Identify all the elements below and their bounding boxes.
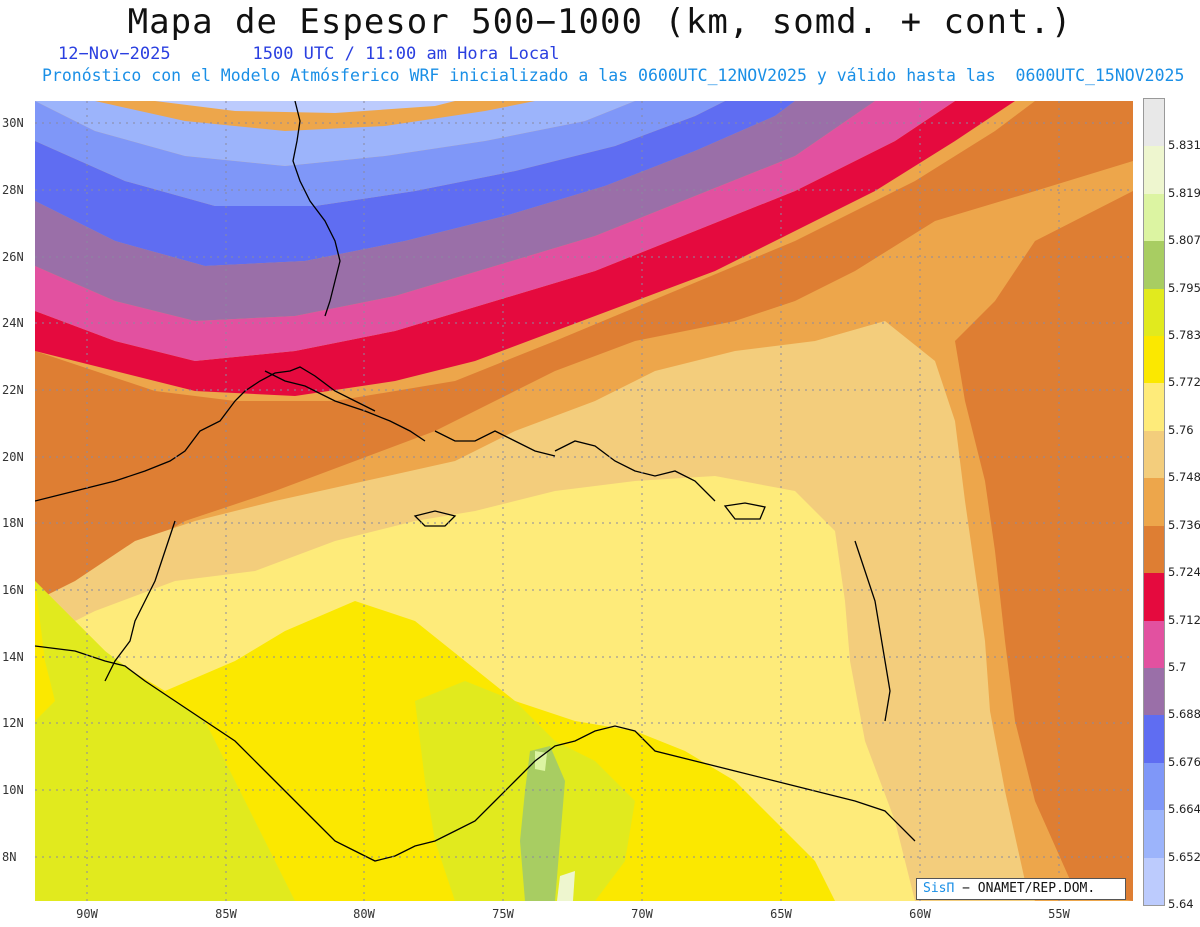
colorbar-segment bbox=[1144, 810, 1164, 859]
band-5724-east bbox=[955, 101, 1133, 901]
lat-axis: 30N 28N 26N 24N 22N 20N 18N 16N 14N 12N … bbox=[2, 116, 24, 864]
colorbar-label: 5.712 bbox=[1168, 612, 1200, 627]
lat-label: 8N bbox=[2, 850, 16, 864]
lat-label: 16N bbox=[2, 583, 24, 597]
lat-label: 12N bbox=[2, 716, 24, 730]
band-5640 bbox=[35, 101, 635, 166]
band-5664 bbox=[35, 101, 795, 266]
lon-label: 70W bbox=[631, 907, 653, 921]
band-5724-north bbox=[35, 101, 1133, 601]
lat-label: 30N bbox=[2, 116, 24, 130]
band-5700 bbox=[35, 101, 1015, 396]
lat-label: 28N bbox=[2, 183, 24, 197]
band-5795 bbox=[520, 746, 565, 901]
lon-axis: 90W 85W 80W 75W 70W 65W 60W 55W bbox=[76, 907, 1070, 921]
thickness-map bbox=[35, 101, 1133, 901]
lat-label: 26N bbox=[2, 250, 24, 264]
colorbar-segment bbox=[1144, 715, 1164, 764]
colorbar-label: 5.688 bbox=[1168, 707, 1200, 722]
map-title: Mapa de Espesor 500−1000 (km, somd. + co… bbox=[127, 2, 1073, 42]
credit-box: SisΠ − ONAMET/REP.DOM. bbox=[916, 878, 1126, 900]
colorbar-segment bbox=[1144, 146, 1164, 195]
colorbar-label: 5.819 bbox=[1168, 185, 1200, 200]
lon-label: 65W bbox=[770, 907, 792, 921]
colorbar-segment bbox=[1144, 241, 1164, 290]
colorbar-segment bbox=[1144, 525, 1164, 574]
colorbar-segment bbox=[1144, 99, 1164, 147]
forecast-datetime: 12−Nov−2025 1500 UTC / 11:00 am Hora Loc… bbox=[58, 44, 560, 64]
forecast-time: 1500 UTC / 11:00 am Hora Local bbox=[252, 44, 560, 64]
colorbar-label: 5.807 bbox=[1168, 233, 1200, 248]
colorbar-segment bbox=[1144, 667, 1164, 716]
lat-label: 24N bbox=[2, 316, 24, 330]
colorbar-label: 5.748 bbox=[1168, 470, 1200, 485]
colorbar-segment bbox=[1144, 857, 1164, 906]
colorbar-segment bbox=[1144, 383, 1164, 432]
sispi-logo: SisΠ bbox=[923, 881, 955, 896]
graticule bbox=[35, 101, 1133, 901]
band-5676 bbox=[35, 101, 875, 321]
band-5807 bbox=[535, 751, 547, 771]
colorbar-label: 5.64 bbox=[1168, 897, 1194, 911]
colorbar-segment bbox=[1144, 573, 1164, 622]
coastlines bbox=[35, 101, 916, 862]
band-5652 bbox=[35, 101, 725, 206]
lon-label: 80W bbox=[353, 907, 375, 921]
lat-label: 22N bbox=[2, 383, 24, 397]
band-5783-west bbox=[35, 581, 295, 901]
lat-label: 10N bbox=[2, 783, 24, 797]
lat-label: 14N bbox=[2, 650, 24, 664]
colorbar-label: 5.736 bbox=[1168, 517, 1200, 532]
lon-label: 90W bbox=[76, 907, 98, 921]
lon-label: 60W bbox=[909, 907, 931, 921]
forecast-date: 12−Nov−2025 bbox=[58, 44, 171, 64]
colorbar-segment bbox=[1144, 288, 1164, 337]
colorbar-segment bbox=[1144, 478, 1164, 527]
colorbar-label: 5.652 bbox=[1168, 849, 1200, 864]
colorbar-segment bbox=[1144, 762, 1164, 811]
colorbar-segment bbox=[1144, 193, 1164, 242]
lon-label: 55W bbox=[1048, 907, 1070, 921]
colorbar-label: 5.783 bbox=[1168, 328, 1200, 343]
colorbar-label: 5.7 bbox=[1168, 659, 1187, 674]
colorbar-segment bbox=[1144, 620, 1164, 669]
lat-label: 20N bbox=[2, 450, 24, 464]
colorbar-label: 5.76 bbox=[1168, 422, 1194, 437]
colorbar bbox=[1143, 98, 1165, 906]
band-5688 bbox=[35, 101, 955, 361]
lon-label: 75W bbox=[492, 907, 514, 921]
band-5628 bbox=[155, 101, 455, 113]
lon-label: 85W bbox=[215, 907, 237, 921]
band-5819 bbox=[557, 871, 575, 901]
colorbar-segment bbox=[1144, 336, 1164, 384]
model-description: Pronóstico con el Modelo Atmósferico WRF… bbox=[42, 66, 1185, 85]
colorbar-label: 5.676 bbox=[1168, 754, 1200, 769]
colorbar-segment bbox=[1144, 430, 1164, 479]
colorbar-label: 5.772 bbox=[1168, 375, 1200, 390]
credit-text: − ONAMET/REP.DOM. bbox=[962, 881, 1096, 896]
colorbar-label: 5.795 bbox=[1168, 280, 1200, 295]
colorbar-label: 5.831 bbox=[1168, 138, 1200, 153]
colorbar-label: 5.724 bbox=[1168, 565, 1200, 580]
lat-label: 18N bbox=[2, 516, 24, 530]
colorbar-label: 5.664 bbox=[1168, 802, 1200, 817]
